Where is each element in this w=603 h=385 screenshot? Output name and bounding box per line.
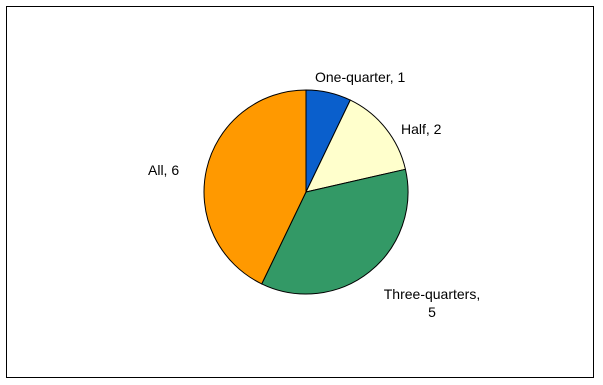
pie-data-labels: One-quarter, 1 Half, 2 Three-quarters, 5 All… bbox=[148, 69, 480, 320]
pie-slice-three-quarters bbox=[261, 168, 409, 295]
pie-slice-half bbox=[305, 99, 407, 193]
data-label-one-quarter: One-quarter, 1 bbox=[315, 69, 405, 85]
pie-slice-all bbox=[203, 89, 307, 285]
data-label-three-quarters: Three-quarters, 5 bbox=[384, 286, 480, 320]
data-label-half: Half, 2 bbox=[401, 121, 442, 137]
data-label-all: All, 6 bbox=[148, 162, 179, 178]
pie-slices bbox=[203, 89, 409, 295]
